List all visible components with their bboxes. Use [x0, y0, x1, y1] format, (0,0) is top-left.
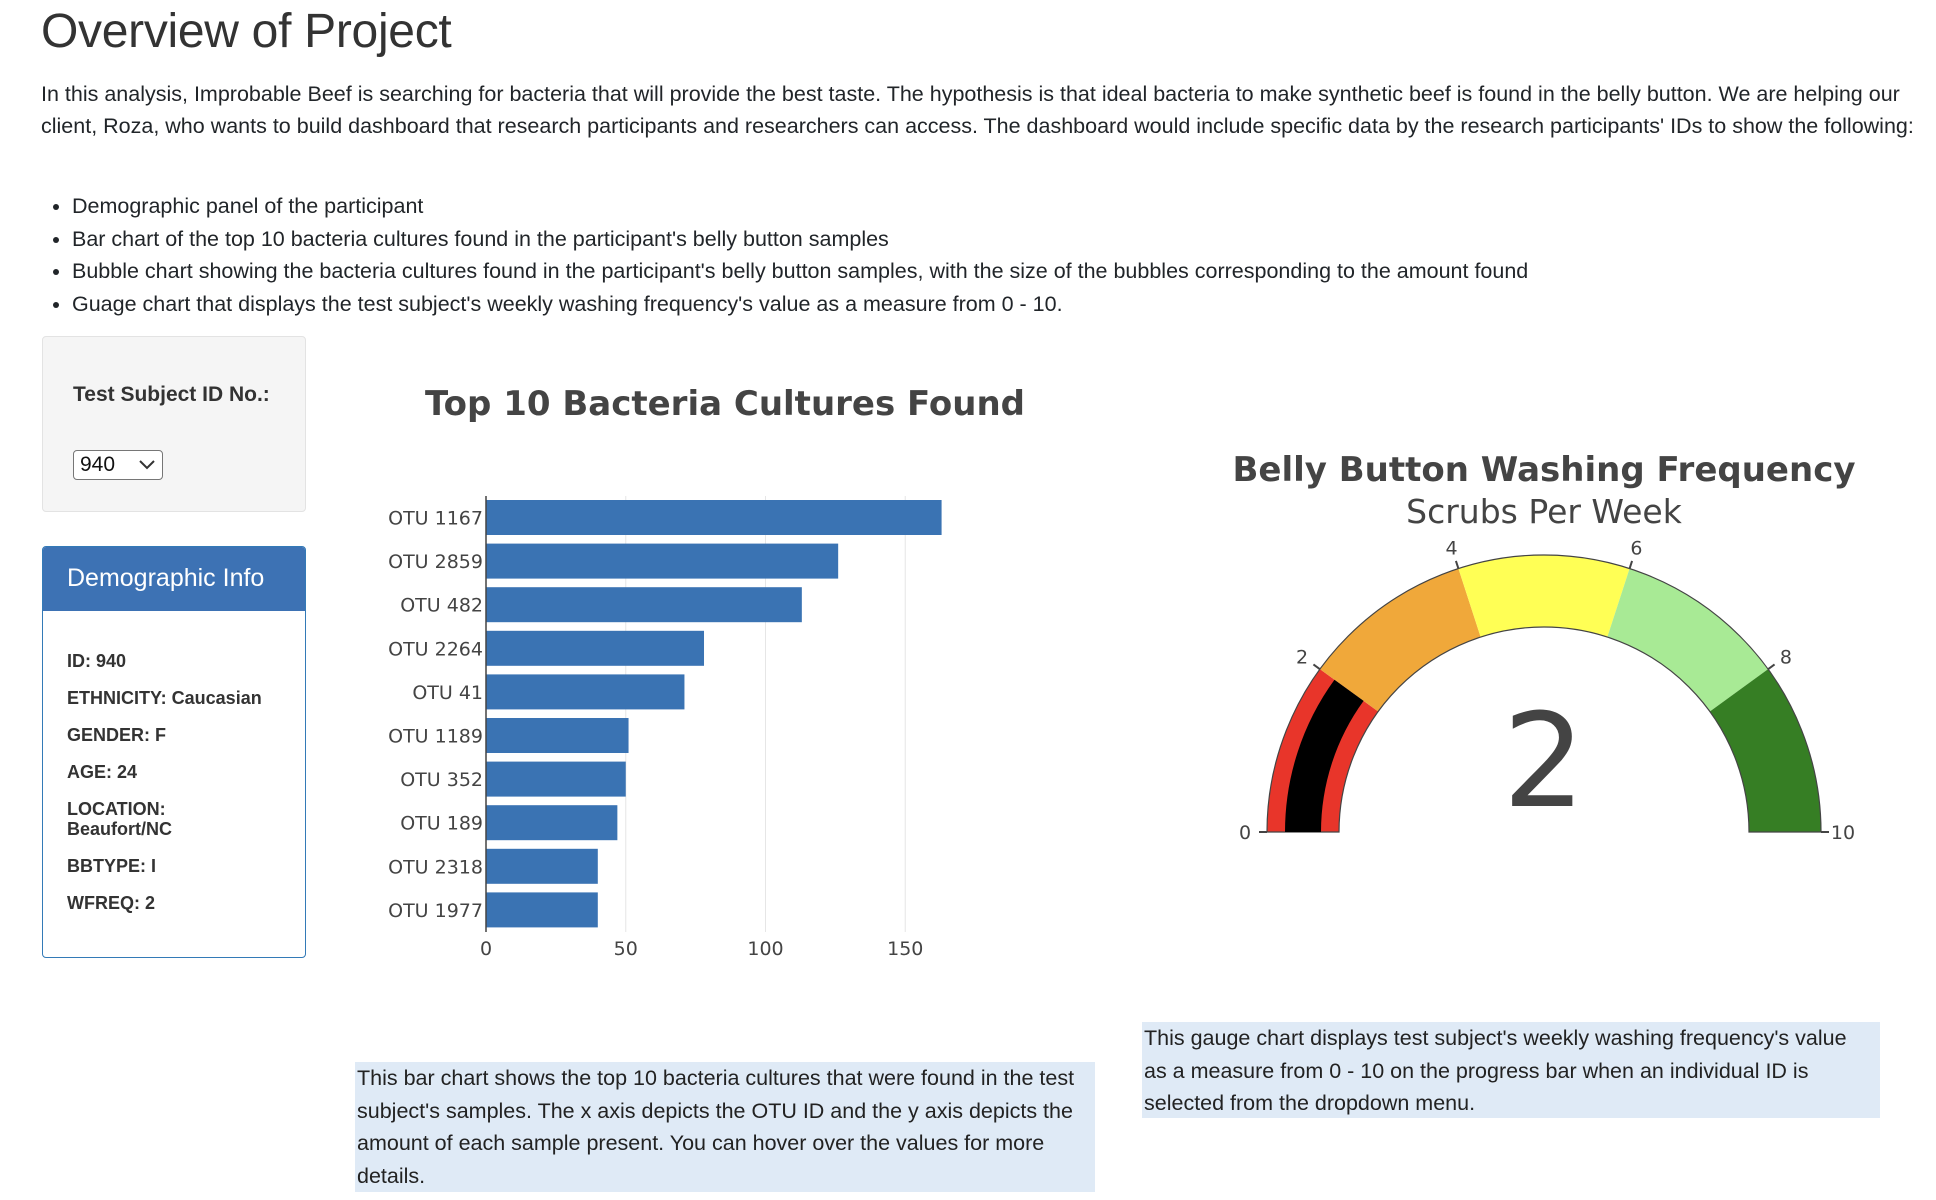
- demographic-panel: Demographic Info ID: 940 ETHNICITY: Cauc…: [42, 546, 306, 958]
- subject-id-label: Test Subject ID No.:: [73, 383, 270, 406]
- gauge-value-bar: [1285, 679, 1364, 832]
- gauge-tick: [1454, 560, 1460, 569]
- x-tick-label: 100: [747, 938, 783, 960]
- list-item: Bubble chart showing the bacteria cultur…: [72, 255, 1528, 288]
- list-item: Bar chart of the top 10 bacteria culture…: [72, 223, 1528, 256]
- gauge-step: [1267, 669, 1379, 832]
- bar[interactable]: [486, 630, 705, 666]
- list-item: Guage chart that displays the test subje…: [72, 288, 1528, 321]
- gauge-subtitle: Scrubs Per Week: [1406, 492, 1683, 531]
- x-tick-label: 0: [480, 938, 492, 960]
- gauge-tick: [1767, 663, 1776, 670]
- bar[interactable]: [486, 718, 629, 753]
- gauge-steps: [1266, 554, 1822, 833]
- bar-chart-y-labels: OTU 1167 OTU 2859 OTU 482 OTU 2264 OTU 41 OTU…: [388, 508, 483, 922]
- gauge-outline: [1266, 554, 1822, 833]
- gauge-value-number: 2: [1503, 685, 1586, 837]
- y-tick-label: OTU 1167: [388, 508, 483, 530]
- bar[interactable]: [486, 543, 839, 579]
- list-item: Demographic panel of the participant: [72, 190, 1528, 223]
- demo-age: AGE: 24: [67, 762, 138, 782]
- bar[interactable]: [486, 892, 598, 928]
- bar[interactable]: [486, 761, 626, 797]
- y-tick-label: OTU 1977: [388, 900, 483, 922]
- gauge-chart-note: This gauge chart displays test subject's…: [1142, 1022, 1880, 1118]
- bar-chart-bars: [486, 500, 942, 928]
- gauge-tick: [1312, 663, 1321, 670]
- gauge-tick-label: 6: [1630, 538, 1642, 560]
- bar-chart-title: Top 10 Bacteria Cultures Found: [425, 384, 1025, 424]
- gauge-step: [1458, 555, 1630, 638]
- y-tick-label: OTU 2318: [388, 856, 483, 878]
- y-tick-label: OTU 352: [400, 769, 483, 791]
- bar[interactable]: [486, 674, 685, 710]
- bar[interactable]: [486, 587, 802, 623]
- gauge-tick-label: 8: [1780, 646, 1792, 668]
- gauge-step: [1709, 669, 1821, 832]
- subject-id-value: 940: [80, 453, 116, 476]
- gauge-value-fill: [1285, 679, 1364, 832]
- gauge-ticks: 0 2 4 6 8 10: [1239, 538, 1855, 844]
- demographic-panel-heading: Demographic Info: [43, 547, 305, 611]
- y-tick-label: OTU 482: [400, 595, 483, 617]
- gauge-title: Belly Button Washing Frequency: [1232, 450, 1855, 490]
- y-tick-label: OTU 2859: [388, 551, 483, 573]
- demo-bbtype: BBTYPE: I: [67, 856, 157, 876]
- bar-chart-note: This bar chart shows the top 10 bacteria…: [355, 1062, 1095, 1192]
- demo-location: LOCATION: Beaufort/NC: [67, 799, 173, 839]
- bar-chart-grid: [625, 496, 906, 932]
- gauge-step: [1607, 568, 1769, 712]
- feature-list: Demographic panel of the participant Bar…: [41, 190, 1528, 320]
- bar[interactable]: [486, 500, 942, 535]
- subject-id-dropdown[interactable]: 940: [73, 450, 163, 480]
- gauge-tick-label: 10: [1831, 822, 1855, 844]
- intro-paragraph: In this analysis, Improbable Beef is sea…: [41, 82, 1914, 138]
- y-tick-label: OTU 1189: [388, 726, 483, 748]
- chevron-down-icon: [138, 451, 156, 489]
- x-tick-label: 150: [887, 938, 923, 960]
- gauge-tick: [1628, 560, 1634, 569]
- subject-selector-well: Test Subject ID No.: 940: [42, 336, 306, 512]
- gauge-step: [1319, 568, 1481, 712]
- demographic-panel-body: ID: 940 ETHNICITY: Caucasian GENDER: F A…: [67, 651, 297, 930]
- bar[interactable]: [486, 805, 618, 841]
- y-tick-label: OTU 41: [412, 682, 483, 704]
- y-tick-label: OTU 2264: [388, 638, 483, 660]
- gauge-tick-label: 4: [1446, 538, 1458, 560]
- page-title: Overview of Project: [41, 5, 452, 58]
- demo-ethnicity: ETHNICITY: Caucasian: [67, 688, 262, 708]
- demo-wfreq: WFREQ: 2: [67, 893, 155, 913]
- gauge-tick-label: 0: [1239, 822, 1251, 844]
- x-tick-label: 50: [614, 938, 638, 960]
- demo-gender: GENDER: F: [67, 725, 166, 745]
- bar[interactable]: [486, 848, 598, 884]
- gauge-tick-label: 2: [1296, 646, 1308, 668]
- y-tick-label: OTU 189: [400, 813, 483, 835]
- bar-chart-x-ticks: 0 50 100 150: [480, 938, 923, 960]
- demo-id: ID: 940: [67, 651, 127, 671]
